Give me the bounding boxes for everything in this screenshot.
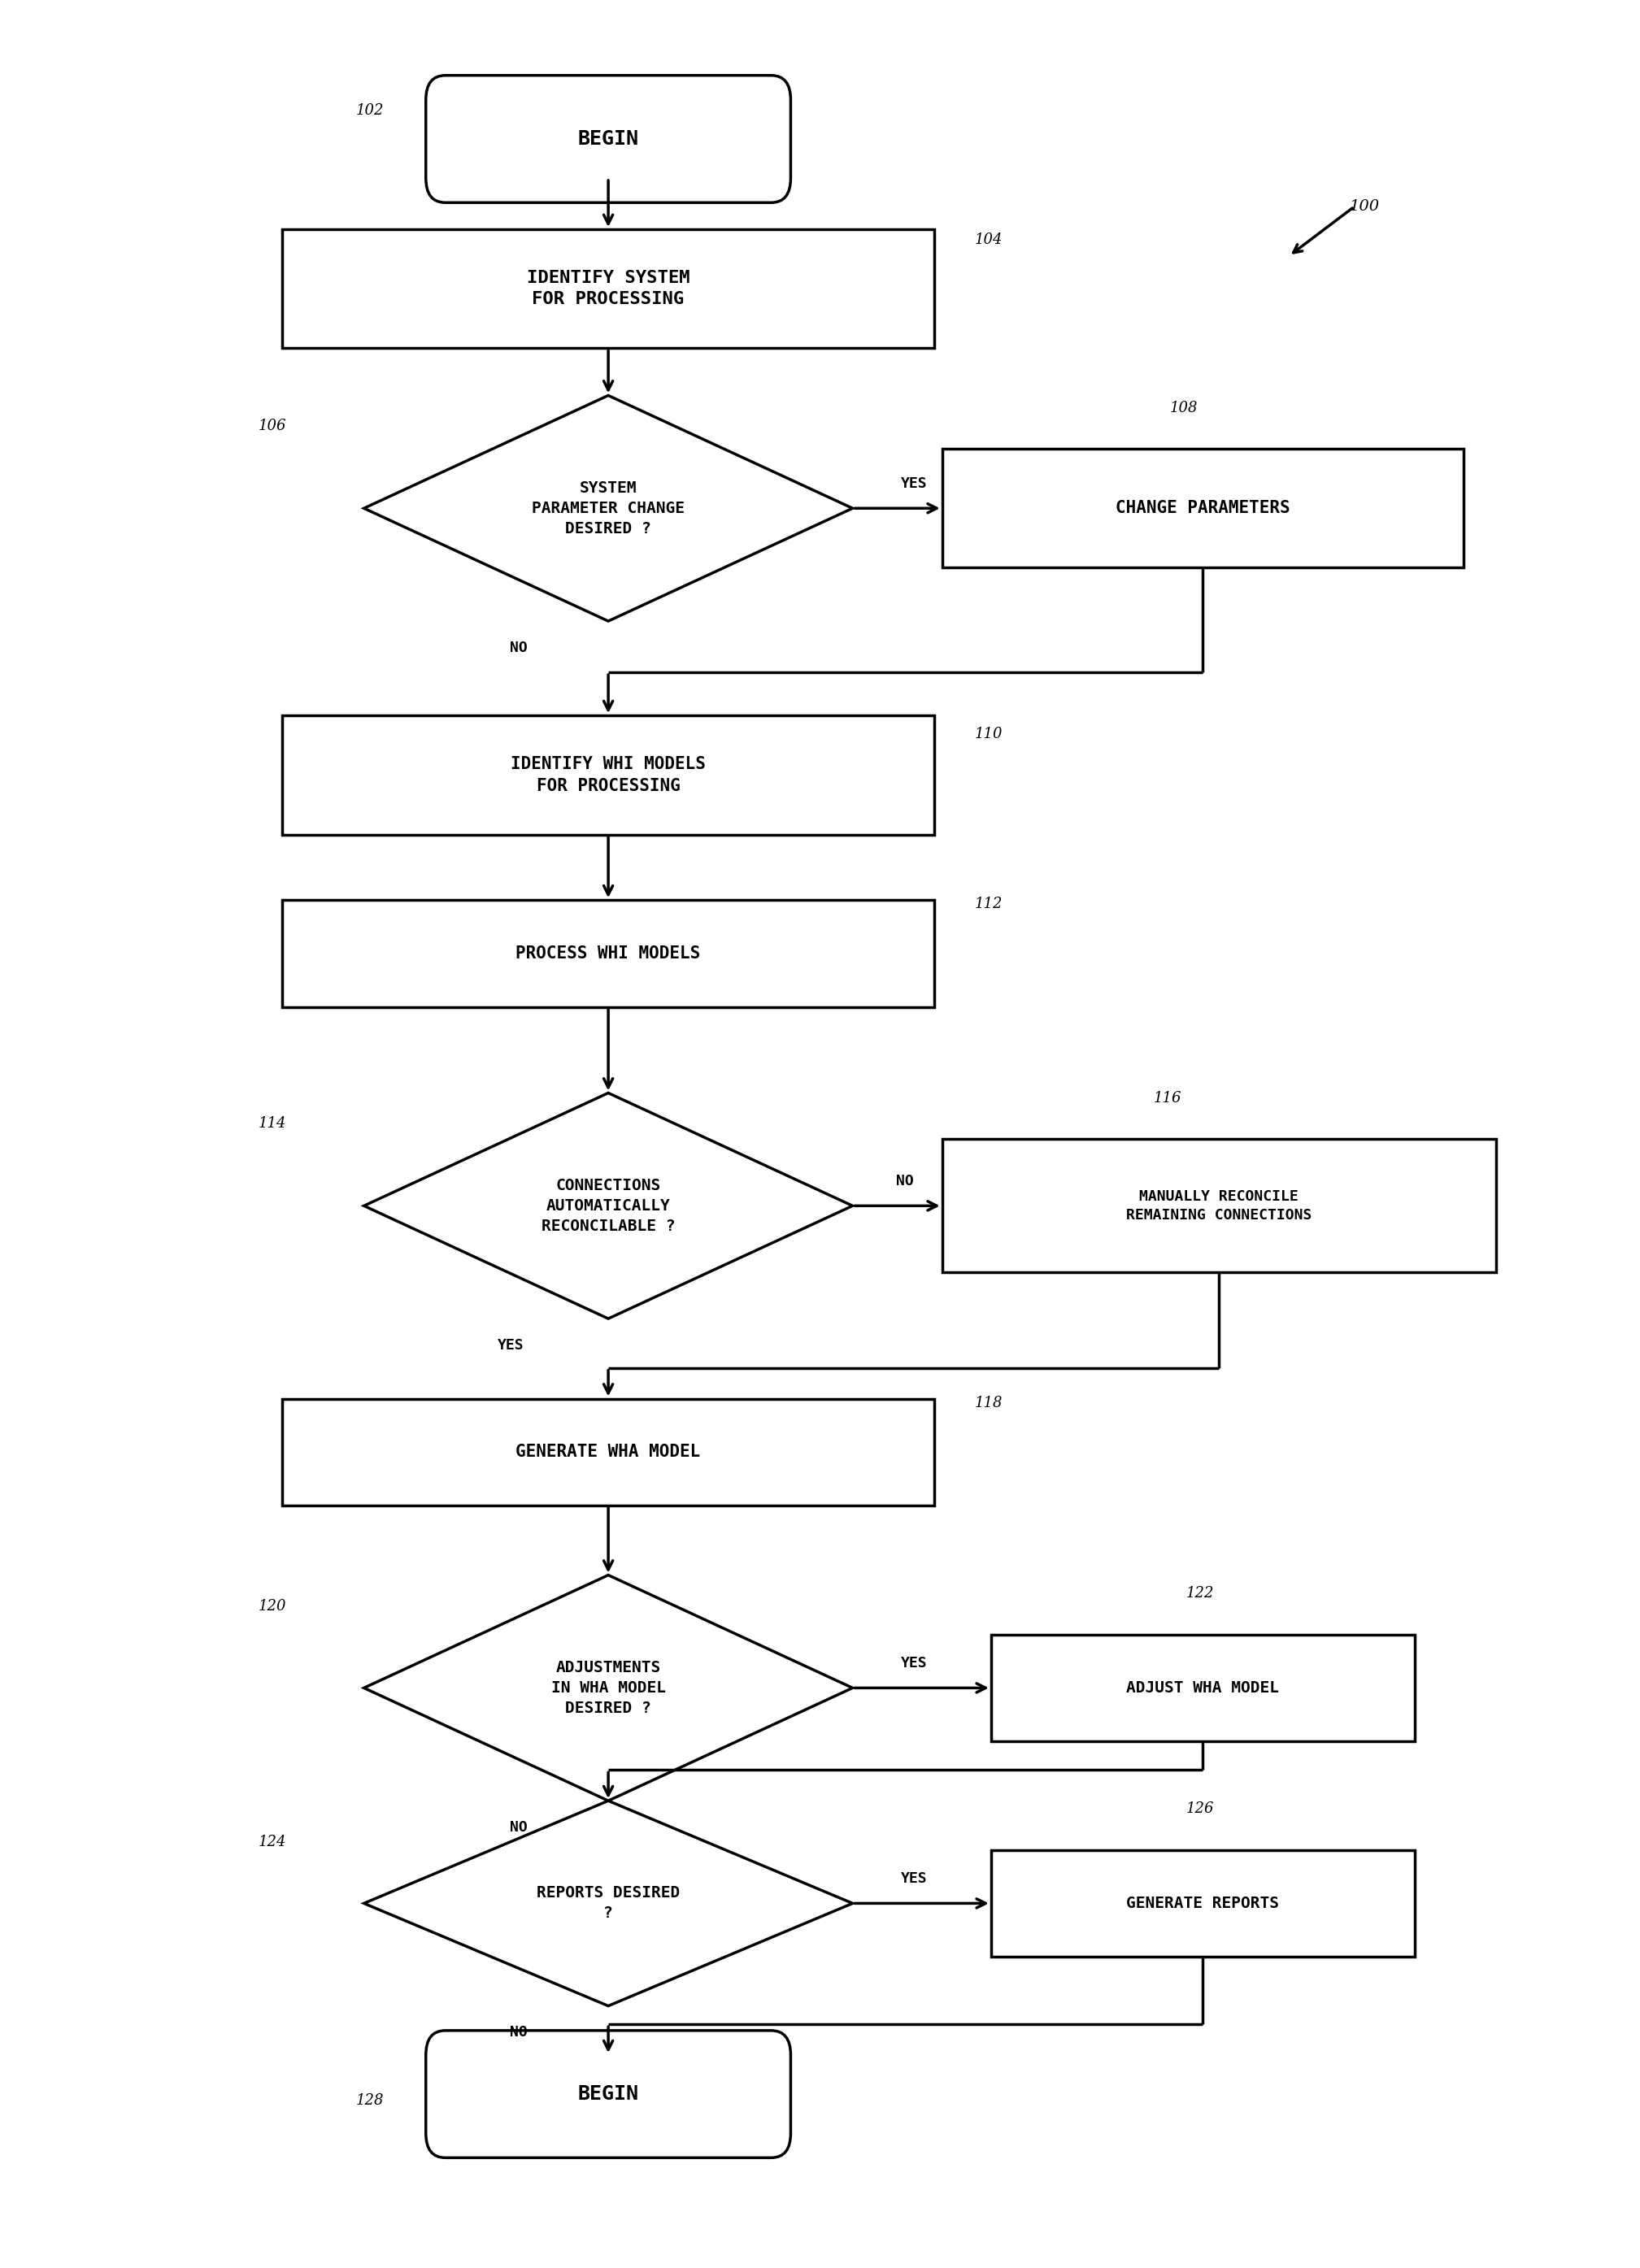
Polygon shape xyxy=(364,395,853,621)
Polygon shape xyxy=(364,1574,853,1801)
Text: IDENTIFY SYSTEM
FOR PROCESSING: IDENTIFY SYSTEM FOR PROCESSING xyxy=(526,270,690,308)
Text: 110: 110 xyxy=(974,726,1002,742)
Text: 118: 118 xyxy=(974,1395,1002,1411)
Text: PROCESS WHI MODELS: PROCESS WHI MODELS xyxy=(517,946,700,962)
Bar xyxy=(991,1635,1414,1742)
Text: 122: 122 xyxy=(1186,1585,1215,1601)
FancyBboxPatch shape xyxy=(426,2030,790,2157)
Text: BEGIN: BEGIN xyxy=(577,129,638,150)
Text: ADJUST WHA MODEL: ADJUST WHA MODEL xyxy=(1127,1681,1279,1696)
Text: 112: 112 xyxy=(974,896,1002,912)
Text: BEGIN: BEGIN xyxy=(577,2084,638,2105)
Text: NO: NO xyxy=(510,2025,528,2039)
Bar xyxy=(282,900,935,1007)
Text: YES: YES xyxy=(497,1338,523,1352)
Text: 108: 108 xyxy=(1171,401,1199,415)
Bar xyxy=(282,714,935,835)
Bar xyxy=(941,1139,1496,1272)
Text: SYSTEM
PARAMETER CHANGE
DESIRED ?: SYSTEM PARAMETER CHANGE DESIRED ? xyxy=(531,481,684,535)
Text: 104: 104 xyxy=(974,231,1002,247)
Text: ADJUSTMENTS
IN WHA MODEL
DESIRED ?: ADJUSTMENTS IN WHA MODEL DESIRED ? xyxy=(551,1660,666,1717)
Text: NO: NO xyxy=(510,1821,528,1835)
Text: 100: 100 xyxy=(1350,200,1379,213)
Polygon shape xyxy=(364,1093,853,1318)
Text: 116: 116 xyxy=(1155,1091,1182,1105)
Polygon shape xyxy=(364,1801,853,2005)
Text: 102: 102 xyxy=(356,102,384,118)
Bar xyxy=(282,1399,935,1506)
Text: MANUALLY RECONCILE
REMAINING CONNECTIONS: MANUALLY RECONCILE REMAINING CONNECTIONS xyxy=(1127,1188,1312,1222)
Text: IDENTIFY WHI MODELS
FOR PROCESSING: IDENTIFY WHI MODELS FOR PROCESSING xyxy=(510,755,705,794)
Text: GENERATE WHA MODEL: GENERATE WHA MODEL xyxy=(517,1445,700,1461)
FancyBboxPatch shape xyxy=(426,75,790,202)
Bar xyxy=(282,229,935,349)
Text: YES: YES xyxy=(902,1656,928,1672)
Text: 124: 124 xyxy=(257,1835,285,1848)
Text: YES: YES xyxy=(902,1871,928,1887)
Text: 128: 128 xyxy=(356,2093,384,2107)
Text: 106: 106 xyxy=(257,420,285,433)
Bar xyxy=(991,1851,1414,1957)
Text: CHANGE PARAMETERS: CHANGE PARAMETERS xyxy=(1115,501,1291,517)
Text: CONNECTIONS
AUTOMATICALLY
RECONCILABLE ?: CONNECTIONS AUTOMATICALLY RECONCILABLE ? xyxy=(541,1177,676,1234)
Text: 126: 126 xyxy=(1186,1801,1215,1817)
Text: 114: 114 xyxy=(257,1116,285,1132)
Text: REPORTS DESIRED
?: REPORTS DESIRED ? xyxy=(536,1885,681,1921)
Text: NO: NO xyxy=(895,1175,913,1188)
Text: YES: YES xyxy=(902,476,928,490)
Text: 120: 120 xyxy=(257,1599,285,1613)
Text: NO: NO xyxy=(510,640,528,655)
Text: GENERATE REPORTS: GENERATE REPORTS xyxy=(1127,1896,1279,1912)
Bar xyxy=(941,449,1463,567)
